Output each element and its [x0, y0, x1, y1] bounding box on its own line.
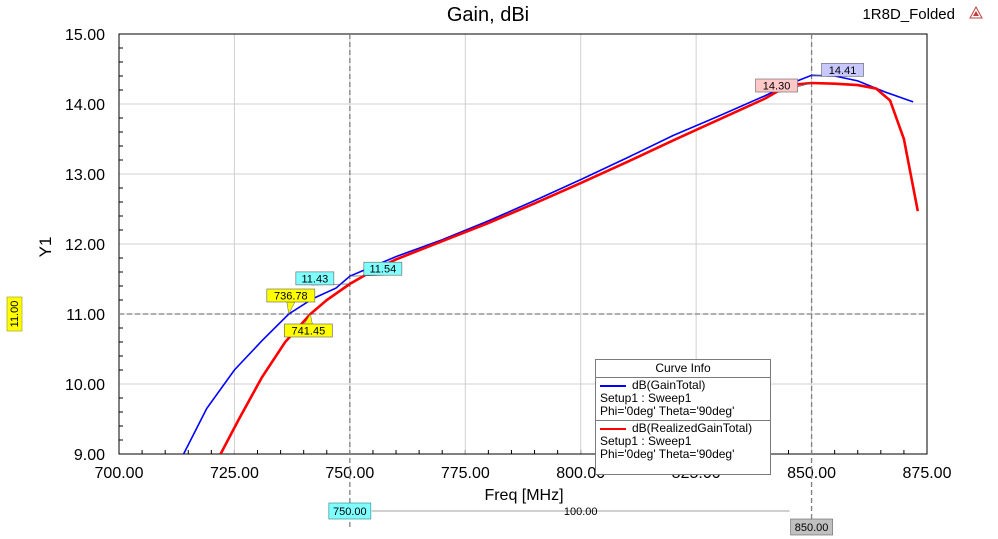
- marker-label: 736.78: [274, 291, 308, 303]
- y-cursor-badge: [6, 296, 23, 332]
- marker-badge: [295, 271, 335, 286]
- legend-series-name: dB(GainTotal): [632, 378, 706, 392]
- x-cursor-label: 750.00: [333, 506, 367, 518]
- legend-angles: Phi='0deg' Theta='90deg': [600, 447, 735, 461]
- settings-icon[interactable]: [968, 5, 984, 21]
- legend-entry-gain-total[interactable]: dB(GainTotal) Setup1 : Sweep1 Phi='0deg'…: [596, 378, 770, 418]
- x-tick-label: 800.00: [556, 465, 605, 482]
- marker-badge: [821, 62, 864, 77]
- legend-series-name: dB(RealizedGainTotal): [632, 421, 753, 435]
- x-cursor-badge: [790, 518, 833, 536]
- x-tick-label: 700.00: [95, 465, 144, 482]
- marker-badge: [284, 323, 333, 338]
- y-tick-label: 10.00: [65, 377, 105, 394]
- marker-label: 14.30: [763, 81, 791, 93]
- marker-badge: [755, 78, 798, 93]
- marker-label: 11.54: [369, 264, 396, 276]
- x-tick-label: 875.00: [903, 465, 952, 482]
- plot-area: 700.00725.00750.00775.00800.00825.00850.…: [6, 27, 952, 536]
- y-axis-label: Y1: [36, 237, 55, 258]
- legend-title: Curve Info: [596, 360, 770, 378]
- x-cursor-label: 850.00: [795, 522, 829, 534]
- x-tick-label: 775.00: [441, 465, 490, 482]
- legend-setup: Setup1 : Sweep1: [600, 434, 692, 448]
- x-tick-label: 750.00: [325, 465, 374, 482]
- x-axis-label: Freq [MHz]: [484, 487, 563, 504]
- chart-title: Gain, dBi: [447, 4, 529, 26]
- y-tick-label: 15.00: [65, 27, 105, 44]
- x-cursor-badge: [328, 502, 372, 520]
- y-tick-label: 12.00: [65, 237, 105, 254]
- x-tick-label: 725.00: [210, 465, 259, 482]
- marker-badge: [266, 288, 316, 303]
- legend-setup: Setup1 : Sweep1: [600, 391, 692, 405]
- y-tick-label: 9.00: [74, 447, 105, 464]
- marker-label: 14.41: [829, 65, 857, 77]
- legend-entry-realized-gain-total[interactable]: dB(RealizedGainTotal) Setup1 : Sweep1 Ph…: [596, 421, 770, 461]
- y-tick-label: 11.00: [66, 307, 105, 324]
- marker-label: 741.45: [292, 326, 326, 338]
- marker-label: 11.43: [301, 273, 328, 285]
- legend-angles: Phi='0deg' Theta='90deg': [600, 404, 735, 418]
- y-tick-label: 13.00: [65, 167, 105, 184]
- curve-info-legend[interactable]: Curve Info dB(GainTotal) Setup1 : Sweep1…: [595, 359, 771, 475]
- legend-swatch-red: [600, 428, 626, 430]
- series-line-dbgaintotal: [182, 74, 914, 454]
- y-tick-label: 14.00: [65, 97, 105, 114]
- legend-swatch-blue: [600, 385, 626, 387]
- series-line-dbrealizedgaintotal: [219, 81, 920, 454]
- y-cursor-label: 11.00: [9, 301, 21, 328]
- marker-badge: [363, 261, 403, 276]
- delta-label: 100.00: [564, 506, 598, 518]
- x-tick-label: 850.00: [787, 465, 836, 482]
- plot-frame: [118, 33, 928, 455]
- project-label: 1R8D_Folded: [862, 6, 955, 23]
